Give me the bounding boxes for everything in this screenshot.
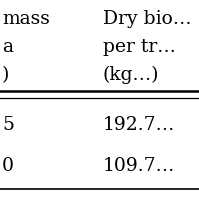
Text: Dry bio…: Dry bio… [103,10,191,28]
Text: mass: mass [2,10,50,28]
Text: (kg…): (kg…) [103,66,160,84]
Text: ): ) [2,66,9,84]
Text: 0: 0 [2,157,14,175]
Text: a: a [2,38,13,56]
Text: 192.7…: 192.7… [103,116,175,134]
Text: 5: 5 [2,116,14,134]
Text: per tr…: per tr… [103,38,176,56]
Text: 109.7…: 109.7… [103,157,175,175]
